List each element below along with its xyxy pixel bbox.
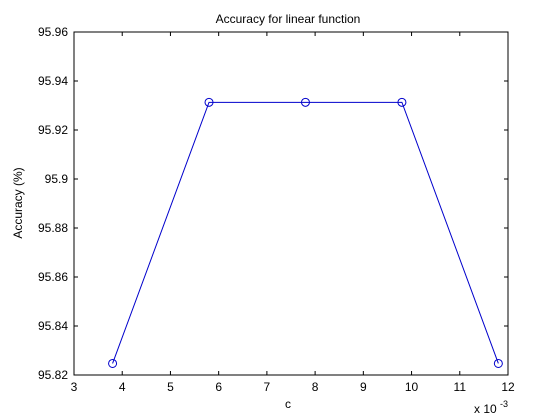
y-tick-label: 95.86 bbox=[38, 270, 68, 284]
y-tick-label: 95.96 bbox=[38, 25, 68, 39]
x-tick-label: 7 bbox=[264, 380, 271, 394]
chart-title: Accuracy for linear function bbox=[216, 12, 361, 26]
y-tick-label: 95.84 bbox=[38, 319, 68, 333]
x-axis-multiplier-exponent: -3 bbox=[500, 399, 508, 409]
x-tick-label: 5 bbox=[167, 380, 174, 394]
axes-box bbox=[73, 31, 509, 376]
data-point bbox=[397, 97, 407, 107]
data-point bbox=[300, 97, 310, 107]
x-tick-label: 6 bbox=[215, 380, 222, 394]
x-axis-label: c bbox=[285, 397, 291, 411]
plot-area: 3 4 5 6 7 8 9 10 11 12 95.82 95.84 95.86 95.88 95.9 95.… bbox=[38, 25, 515, 394]
x-tick-label: 10 bbox=[405, 380, 419, 394]
series bbox=[108, 97, 503, 368]
x-axis-multiplier-base: x 10 bbox=[474, 402, 497, 416]
data-point bbox=[204, 97, 214, 107]
ticks: 3 4 5 6 7 8 9 10 11 12 95.82 95.84 95.86 95.88 95.9 95.… bbox=[38, 25, 515, 394]
y-tick-label: 95.92 bbox=[38, 123, 68, 137]
x-tick-label: 12 bbox=[501, 380, 515, 394]
y-tick-label: 95.88 bbox=[38, 221, 68, 235]
x-tick-label: 11 bbox=[454, 380, 467, 394]
y-axis-label: Accuracy (%) bbox=[11, 167, 25, 238]
x-axis-multiplier: x 10 -3 bbox=[474, 399, 508, 416]
data-point bbox=[493, 358, 503, 368]
series-line bbox=[112, 101, 499, 364]
x-tick-label: 9 bbox=[360, 380, 367, 394]
x-tick-label: 8 bbox=[312, 380, 319, 394]
y-tick-label: 95.9 bbox=[45, 172, 69, 186]
y-tick-label: 95.94 bbox=[38, 74, 68, 88]
y-tick-label: 95.82 bbox=[38, 368, 68, 382]
x-tick-label: 4 bbox=[119, 380, 126, 394]
x-tick-label: 3 bbox=[71, 380, 78, 394]
data-point bbox=[108, 358, 118, 368]
